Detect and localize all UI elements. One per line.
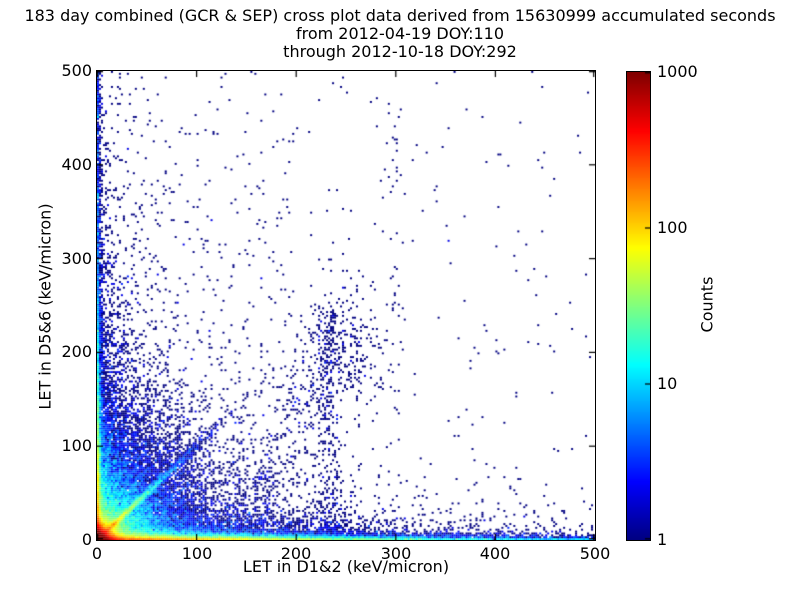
colorbar (626, 71, 651, 541)
scatter-heatmap-canvas (97, 71, 595, 540)
x-axis-label: LET in D1&2 (keV/micron) (242, 557, 450, 576)
x-tick-0: 0 (91, 544, 103, 563)
colorbar-tick-100: 100 (657, 218, 688, 237)
y-tick-100: 100 (61, 436, 92, 455)
chart-title-line-2: from 2012-04-19 DOY:110 (295, 24, 504, 43)
colorbar-tick-1000: 1000 (657, 62, 698, 81)
plot-area (96, 70, 596, 541)
colorbar-tick-10: 10 (657, 374, 678, 393)
y-tick-300: 300 (61, 249, 92, 268)
chart-title-line-3: through 2012-10-18 DOY:292 (283, 42, 517, 61)
x-tick-300: 300 (380, 544, 412, 563)
y-tick-400: 400 (61, 155, 92, 174)
x-tick-400: 400 (479, 544, 511, 563)
colorbar-label: Counts (697, 276, 717, 333)
colorbar-tick-1: 1 (657, 530, 668, 549)
chart-title-line-1: 183 day combined (GCR & SEP) cross plot … (24, 6, 776, 25)
y-tick-200: 200 (61, 342, 92, 361)
x-tick-200: 200 (280, 544, 312, 563)
colorbar-gradient (627, 72, 650, 540)
x-tick-500: 500 (579, 544, 611, 563)
y-tick-500: 500 (61, 61, 92, 80)
y-tick-0: 0 (81, 530, 92, 549)
x-tick-100: 100 (181, 544, 213, 563)
y-axis-label: LET in D5&6 (keV/micron) (35, 203, 55, 410)
